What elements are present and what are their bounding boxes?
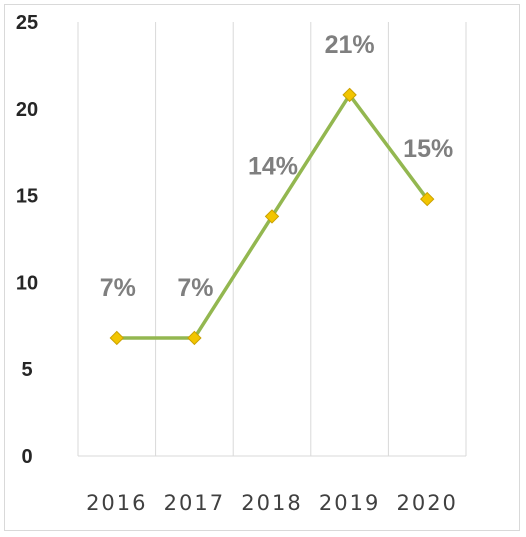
data-label: 14%	[248, 152, 298, 180]
chart-frame	[4, 4, 520, 531]
data-markers	[109, 87, 435, 346]
data-label: 15%	[403, 135, 453, 163]
y-tick-label: 10	[16, 272, 38, 294]
x-tick-label: 2017	[164, 491, 225, 515]
x-axis: 2016 2017 2018 2019 2020	[78, 455, 466, 515]
x-tick-label: 2019	[319, 491, 380, 515]
data-labels: 7% 7% 14% 21% 15%	[100, 31, 453, 302]
gridlines	[77, 22, 467, 456]
y-tick-label: 5	[21, 359, 32, 381]
x-tick-label: 2020	[396, 491, 457, 515]
y-tick-label: 15	[16, 186, 38, 208]
data-marker	[419, 191, 435, 207]
y-axis: 0 5 10 15 20 25	[16, 12, 38, 468]
data-marker	[109, 330, 125, 346]
data-label: 7%	[100, 274, 136, 302]
data-label: 7%	[177, 274, 213, 302]
data-marker	[342, 87, 357, 103]
x-tick-label: 2018	[241, 491, 302, 515]
data-marker	[187, 330, 202, 346]
data-label: 21%	[325, 31, 375, 59]
data-marker	[264, 209, 280, 224]
y-tick-label: 25	[16, 12, 38, 34]
y-tick-label: 0	[21, 446, 32, 468]
y-tick-label: 20	[16, 99, 38, 121]
x-tick-label: 2016	[86, 491, 147, 515]
